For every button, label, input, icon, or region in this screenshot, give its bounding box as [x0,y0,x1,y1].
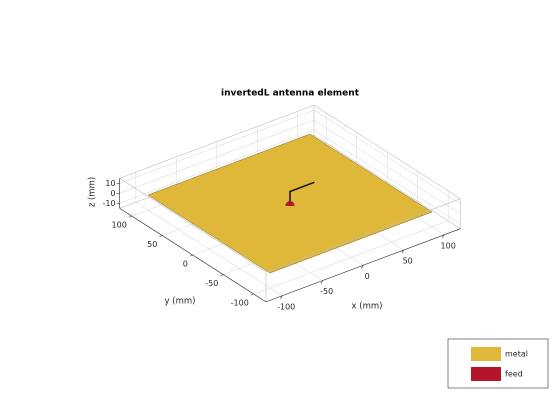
z-tick-label: 10 [105,179,115,188]
grid-line [253,220,449,295]
x-axis-label: x (mm) [352,302,383,312]
tick-mark [189,254,193,257]
tick-mark [401,249,404,254]
legend-swatch [471,347,501,361]
tick-mark [280,295,283,299]
x-tick-label: 0 [365,272,370,281]
antenna-wire [289,181,315,204]
y-tick-label: 50 [147,240,157,249]
grid-line [313,109,461,204]
plot-title: invertedL antenna element [221,89,360,99]
legend-label: feed [505,370,523,379]
y-tick-label: -50 [205,279,218,288]
y-tick-label: 0 [183,260,188,269]
box-edge [119,178,267,273]
tick-mark [320,280,323,284]
tick-mark [220,274,224,276]
tick-mark [361,265,364,269]
y-tick-label: -100 [231,299,249,308]
tick-mark [128,215,132,218]
grid-line [119,129,315,204]
scene [119,133,461,303]
legend: metal feed [447,338,549,389]
y-tick-label: 100 [112,221,127,230]
z-tick-label: 0 [111,189,116,198]
x-tick-label: -100 [277,302,295,311]
z-axis-label: z (mm) [88,177,98,207]
tick-mark [442,234,445,238]
grid-line [119,109,315,184]
legend-label: metal [505,350,528,359]
x-tick-label: -50 [320,287,333,296]
legend-swatch [471,367,501,381]
tick-mark [250,293,254,296]
y-axis-label: y (mm) [165,297,196,307]
box-edge [119,104,315,179]
grid-line [119,119,315,194]
grid-line [313,119,461,214]
x-tick-label: 100 [441,241,456,250]
x-tick-label: 50 [403,257,413,266]
box-edge [313,104,461,199]
box-edge [313,134,461,229]
box-edge [265,198,461,273]
tick-mark [159,235,163,237]
z-tick-label: -10 [103,199,116,208]
feed [285,201,295,206]
